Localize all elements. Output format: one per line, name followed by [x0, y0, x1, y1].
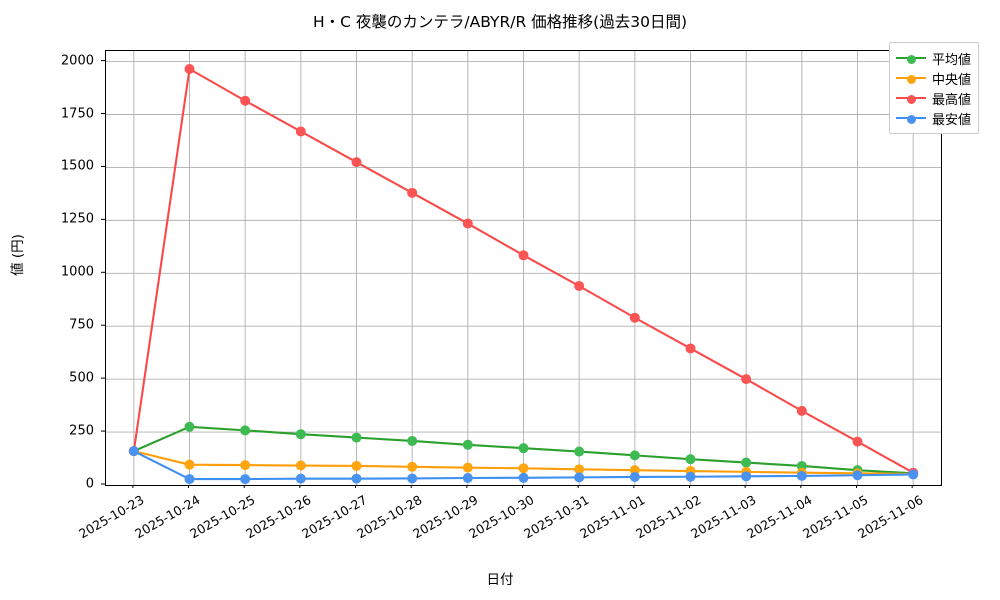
plot-canvas: [106, 51, 941, 485]
legend-marker-dot: [907, 94, 916, 104]
data-point-marker: [184, 64, 195, 74]
data-point-marker: [629, 312, 640, 323]
chart-legend: 平均値中央値最高値最安値: [889, 42, 980, 134]
plot-area: [105, 50, 942, 486]
data-point-marker: [462, 473, 473, 484]
data-point-marker: [184, 474, 195, 485]
data-point-marker: [295, 460, 306, 471]
x-axis-label: 日付: [486, 572, 514, 588]
y-tick-label: 1500: [60, 158, 94, 174]
legend-item[interactable]: 中央値: [896, 68, 971, 88]
data-point-marker: [295, 126, 306, 137]
data-point-marker: [574, 472, 585, 483]
data-point-marker: [240, 95, 251, 106]
y-tick-label: 1000: [60, 264, 94, 280]
data-point-marker: [184, 421, 195, 432]
data-point-marker: [796, 470, 807, 481]
chart-title: H・C 夜襲のカンテラ/ABYR/R 価格推移(過去30日間): [313, 13, 687, 31]
legend-item[interactable]: 平均値: [896, 48, 971, 68]
y-tick-label: 1750: [60, 106, 94, 121]
y-tick-label: 1250: [60, 211, 94, 227]
data-point-marker: [462, 462, 473, 473]
legend-label: 中央値: [932, 72, 972, 88]
y-tick-label: 2000: [60, 53, 94, 69]
data-point-marker: [351, 432, 362, 443]
legend-item[interactable]: 最安値: [896, 108, 971, 128]
data-point-marker: [796, 405, 807, 416]
data-point-marker: [741, 471, 752, 482]
data-point-marker: [128, 446, 139, 457]
legend-label: 平均値: [932, 52, 972, 68]
legend-item[interactable]: 最高値: [896, 88, 971, 108]
y-axis-tick-labels: 0 250 500 750 1000 1250 1500 1750 2000: [0, 0, 94, 600]
data-point-marker: [685, 471, 696, 482]
legend-swatch-icon: [896, 111, 926, 125]
data-point-marker: [295, 473, 306, 484]
legend-swatch-icon: [896, 71, 926, 85]
y-tick-label: 0: [85, 476, 94, 492]
data-point-marker: [351, 473, 362, 484]
data-point-marker: [462, 218, 473, 229]
data-point-marker: [518, 250, 529, 261]
data-point-marker: [852, 470, 863, 481]
data-point-marker: [629, 450, 640, 461]
data-point-marker: [518, 472, 529, 483]
data-point-marker: [741, 374, 752, 385]
data-point-marker: [240, 425, 251, 436]
data-point-marker: [629, 471, 640, 482]
data-point-marker: [518, 443, 529, 454]
data-point-marker: [685, 454, 696, 465]
data-point-marker: [518, 463, 529, 474]
data-point-marker: [184, 459, 195, 470]
legend-marker-dot: [907, 54, 916, 64]
data-series: [128, 446, 919, 485]
data-point-marker: [908, 469, 919, 480]
data-point-marker: [240, 474, 251, 485]
y-tick-label: 750: [69, 317, 94, 333]
y-tick-label: 250: [69, 423, 94, 439]
legend-marker-dot: [907, 74, 916, 84]
data-point-marker: [407, 473, 418, 484]
data-point-marker: [574, 281, 585, 291]
legend-label: 最安値: [932, 112, 972, 128]
data-point-marker: [407, 187, 418, 198]
data-point-marker: [240, 460, 251, 471]
data-point-marker: [407, 461, 418, 472]
data-point-marker: [462, 439, 473, 450]
y-tick-label: 500: [69, 370, 94, 386]
data-point-marker: [351, 157, 362, 168]
legend-swatch-icon: [896, 91, 926, 105]
data-point-marker: [295, 429, 306, 440]
data-point-marker: [741, 457, 752, 468]
data-point-marker: [407, 435, 418, 446]
legend-label: 最高値: [932, 92, 972, 108]
legend-marker-dot: [907, 114, 916, 124]
data-point-marker: [685, 343, 696, 354]
data-point-marker: [574, 446, 585, 457]
data-point-marker: [852, 436, 863, 447]
data-series: [128, 64, 919, 478]
data-point-marker: [351, 460, 362, 471]
data-point-marker: [574, 464, 585, 475]
legend-swatch-icon: [896, 51, 926, 65]
